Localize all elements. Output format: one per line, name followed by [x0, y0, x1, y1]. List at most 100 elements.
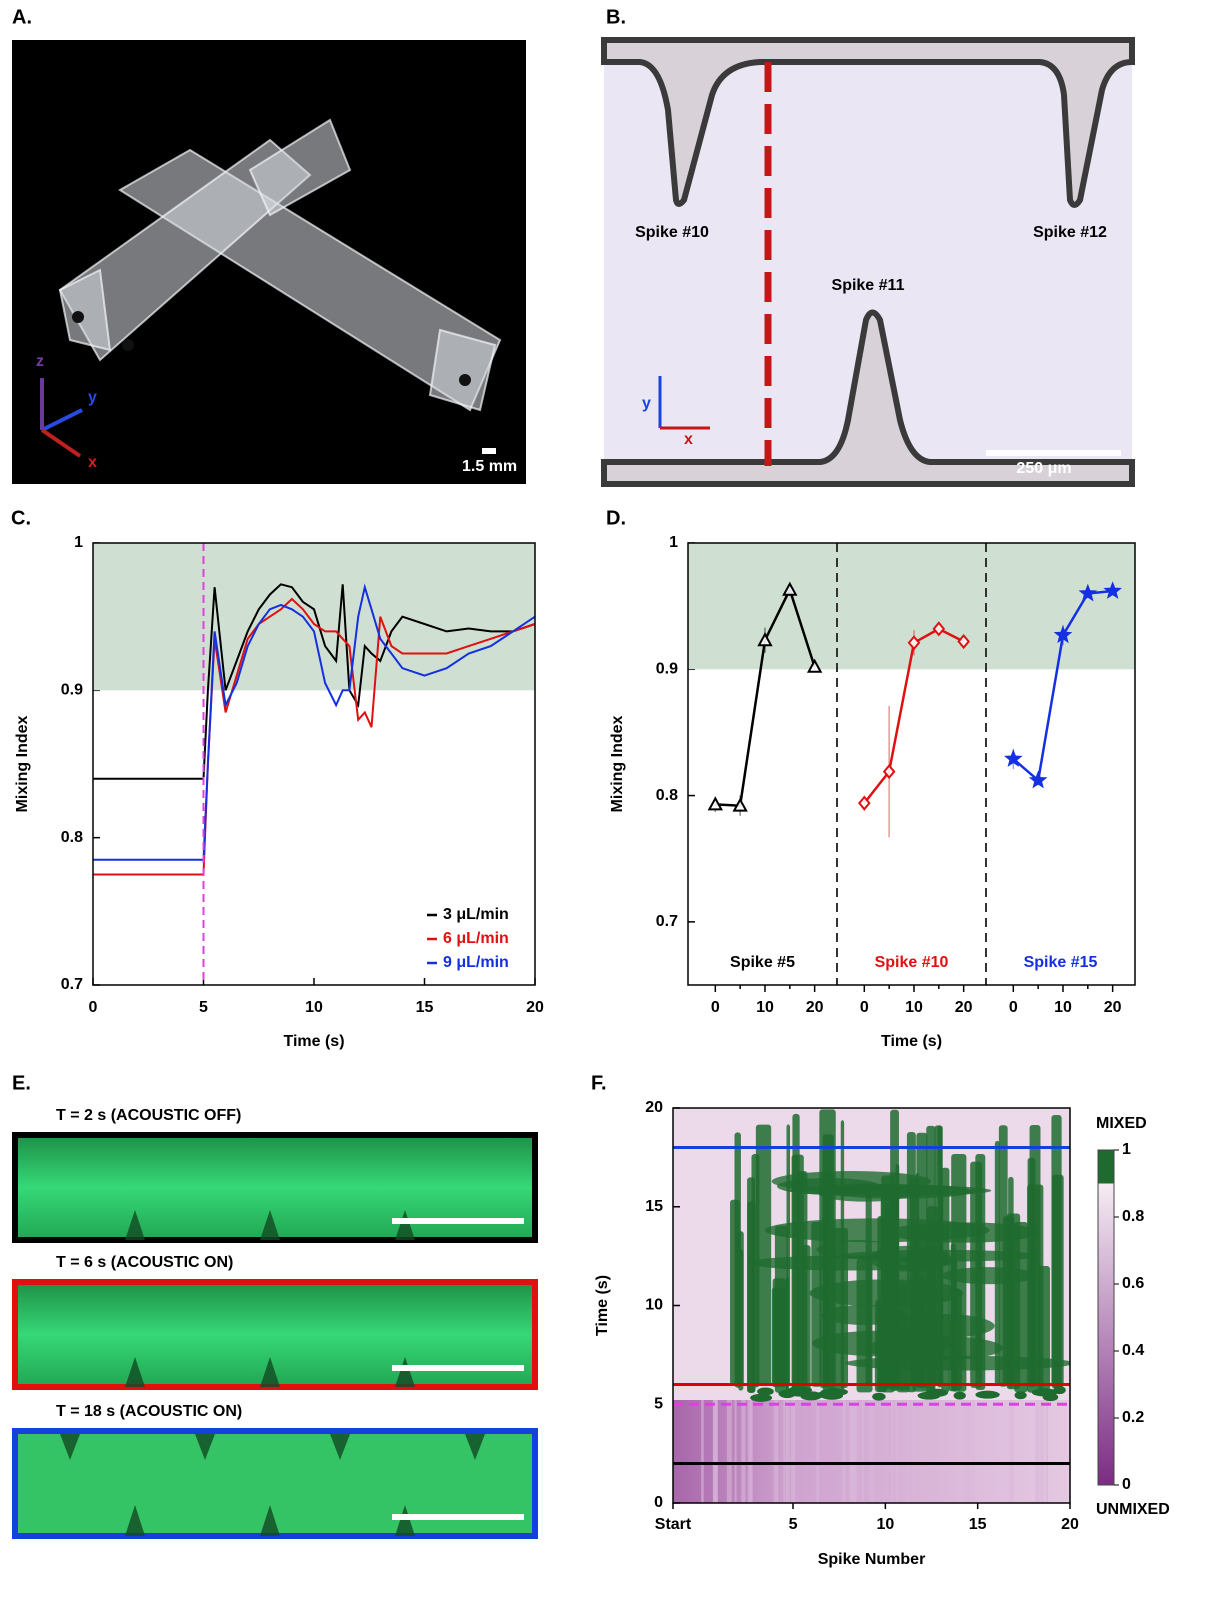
heatmap-mixed [1052, 1174, 1064, 1388]
data-point [932, 621, 946, 637]
scale-label: 250 μm [1016, 460, 1071, 477]
x-tick-label: 10 [756, 999, 774, 1016]
y-tick-label: 0.8 [656, 787, 678, 804]
heatmap-mixed [734, 1132, 741, 1388]
heatmap-band [941, 1267, 1036, 1285]
heatmap-mixed [856, 1258, 873, 1393]
heatmap-band [764, 1218, 990, 1243]
photo-frames [12, 1132, 538, 1539]
x-tick-label: 0 [860, 999, 869, 1016]
heatmap-stripe [783, 1400, 786, 1503]
x-tick-label: 20 [1104, 999, 1122, 1016]
heatmap-stripe [938, 1400, 941, 1503]
heatmap-stripe [932, 1400, 935, 1503]
heatmap-stripe [971, 1400, 975, 1503]
heatmap-band [788, 1388, 810, 1397]
heatmap-band [917, 1391, 941, 1400]
x-axis-label: Spike Number [818, 1551, 926, 1568]
spike-label: Spike #12 [1033, 224, 1107, 241]
x-tick-label: 15 [416, 999, 434, 1016]
colorbar-tick-label: 0 [1122, 1476, 1131, 1493]
x-tick-label: 10 [905, 999, 923, 1016]
heatmap-mixed [1014, 1222, 1028, 1393]
heatmap-stripe [734, 1400, 737, 1503]
series-line [93, 583, 536, 780]
frame-title: T = 6 s (ACOUSTIC ON) [56, 1254, 233, 1271]
y-tick-label: 0.8 [61, 829, 83, 846]
heatmap-band [1042, 1393, 1059, 1402]
heatmap-stripe [785, 1400, 790, 1503]
heatmap-stripe [906, 1400, 910, 1503]
y-tick-label: 0.9 [61, 682, 83, 699]
heatmap-band [817, 1390, 839, 1399]
heatmap-band [790, 1184, 992, 1197]
heatmap-stripe [741, 1400, 746, 1503]
heatmap-band [838, 1249, 1042, 1262]
heatmap-mixed [994, 1140, 1000, 1386]
heatmap-stripe [941, 1400, 946, 1503]
heatmap-stripe [872, 1400, 875, 1503]
y-tick-label: 10 [645, 1297, 663, 1314]
x-tick-label: Start [655, 1516, 692, 1533]
spike-label: Spike #10 [635, 224, 709, 241]
axis-label: x [88, 454, 97, 471]
heatmap-stripe [1009, 1400, 1015, 1503]
heatmap-stripe [1035, 1400, 1040, 1503]
colorbar-title: MIXED [1096, 1115, 1147, 1132]
y-tick-label: 0.9 [656, 661, 678, 678]
heatmap-band [750, 1393, 773, 1402]
photo-channel [601, 37, 1135, 487]
heatmap-stripe [842, 1400, 846, 1503]
heatmap-stripe [912, 1400, 915, 1503]
group-label: Spike #10 [875, 954, 949, 971]
colorbar-tick-label: 0.4 [1122, 1342, 1144, 1359]
heatmap-band [953, 1391, 966, 1400]
x-tick-label: 20 [526, 999, 544, 1016]
threshold-region [93, 543, 535, 691]
colorbar-tick-label: 0.2 [1122, 1409, 1144, 1426]
heatmap-band [872, 1392, 886, 1401]
colorbar-tick-label: 1 [1122, 1141, 1131, 1158]
panel-label: C. [11, 507, 31, 529]
data-point [882, 764, 896, 780]
heatmap-stripe [713, 1400, 718, 1503]
scale-label: 1.5 mm [462, 458, 517, 475]
plot-frame [687, 542, 1136, 986]
heatmap-stripe [791, 1400, 796, 1503]
data-point [1004, 749, 1023, 767]
x-tick-label: 20 [806, 999, 824, 1016]
heatmap-stripe [773, 1400, 779, 1503]
axis-label: y [88, 389, 97, 406]
legend-label: 9 μL/min [443, 954, 509, 971]
data-point [806, 658, 823, 673]
heatmap-stripe [701, 1400, 704, 1503]
x-tick-label: 20 [955, 999, 973, 1016]
heatmap-stripe [816, 1400, 820, 1503]
heatmap-stripe [967, 1400, 971, 1503]
colorbar-tick-label: 0.6 [1122, 1275, 1144, 1292]
data-point [957, 633, 970, 650]
heatmap-mixed [785, 1276, 790, 1393]
heatmap-stripe [890, 1400, 894, 1503]
heatmap-band [975, 1390, 1000, 1399]
heatmap-stripe [854, 1400, 858, 1503]
heatmap-stripe [869, 1400, 873, 1503]
y-tick-label: 1 [669, 534, 678, 551]
y-tick-label: 0.7 [61, 976, 83, 993]
y-tick-label: 1 [74, 534, 83, 551]
colorbar-tick-label: 0.8 [1122, 1208, 1144, 1225]
data-point [1103, 581, 1122, 599]
data-point [757, 632, 773, 647]
panel-label: A. [12, 6, 32, 28]
frame-title: T = 2 s (ACOUSTIC OFF) [56, 1107, 241, 1124]
x-tick-label: 20 [1061, 1516, 1079, 1533]
y-tick-label: 5 [654, 1395, 663, 1412]
data-point [782, 581, 798, 596]
data-point [1078, 583, 1098, 602]
axis-label: x [684, 431, 693, 448]
panel-label: F. [591, 1072, 607, 1094]
colorbar [1097, 1149, 1115, 1486]
y-tick-label: 20 [645, 1099, 663, 1116]
panel-label: B. [606, 6, 626, 28]
